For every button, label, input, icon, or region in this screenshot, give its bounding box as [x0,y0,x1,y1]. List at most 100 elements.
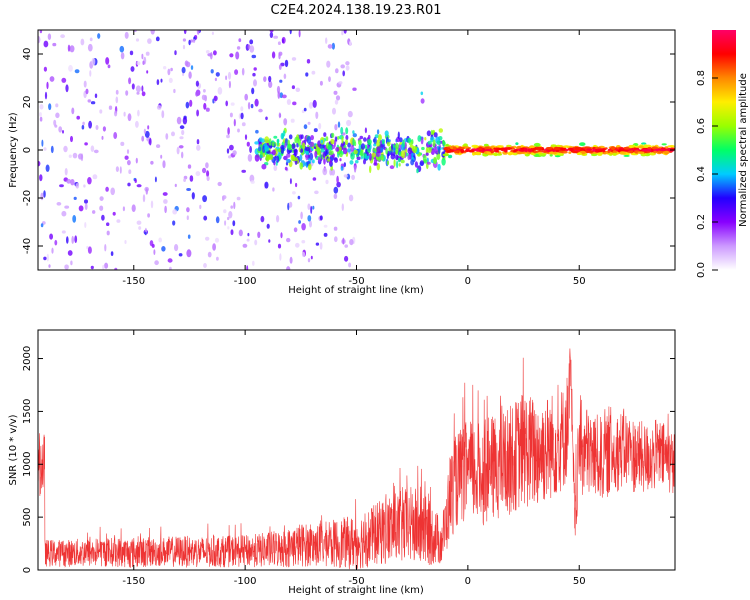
spectrogram-cell [203,263,207,268]
spectrogram-cell [116,219,121,223]
snr-series [38,348,675,570]
spectrogram-cell [252,260,255,266]
spectrogram-cell [52,42,57,47]
snr-y-ticks: 0 500 1000 1500 2000 [22,346,675,573]
spectrogram-cell [115,89,119,95]
spectrogram-cell [43,256,47,261]
spectrogram-cell [289,178,292,185]
spectrogram-cell [106,222,110,226]
spectrogram-cell [493,147,500,151]
spectrogram-cell [591,153,598,157]
spectrogram-cell [367,134,371,140]
spectrogram-cell [334,236,338,243]
x-tick-label: 50 [573,276,586,287]
spectrogram-cell [499,147,504,151]
spectrogram-cell [391,143,393,152]
spectrogram-cell [373,143,377,147]
x-tick-label: -150 [122,276,145,287]
spectrogram-cell [386,160,390,165]
spectrogram-cell [271,141,275,147]
spectrogram-cell [653,150,657,154]
spectrogram-cell [612,152,617,156]
spectrogram-cell [153,249,156,256]
spectrogram-cell [233,118,236,127]
spectrogram-cell [226,134,230,139]
spectrogram-cell [137,109,140,117]
spectrogram-cell [297,138,301,146]
spectrogram-cell [43,147,47,151]
spectrogram-cell [503,147,508,151]
spectrogram-cell [283,118,288,126]
spectrogram-cell [97,33,101,39]
spectrogram-cell [345,61,350,66]
spectrogram-cell [592,148,596,152]
spectrogram-cell [291,143,296,150]
spectrogram-cell [141,91,146,97]
spectrogram-cell [39,116,43,122]
spectrogram-cell [284,142,287,149]
spectrogram-cell [38,35,41,44]
spectrogram-cell [252,72,256,77]
spectrogram-cell [149,138,152,146]
spectrogram-cell [181,151,184,159]
spectrogram-cell [158,237,162,243]
spectrogram-cell [250,180,255,184]
spectrogram-cell [420,91,424,96]
spectrogram-cell [355,160,359,164]
spectrogram-cell [213,95,218,102]
spectrogram-cell [349,239,354,246]
spectrogram-cell [227,216,230,221]
spectrogram-cell [286,99,291,105]
spectrogram-cell [227,71,232,80]
spectrogram-cell [195,171,201,177]
spectrogram-cell [319,215,323,221]
x-tick-label: 0 [465,276,471,287]
spectrogram-cell [210,69,214,74]
spectrogram-cell [246,238,250,242]
colorbar: 0.0 0.2 0.4 0.6 0.8 Normalized spectral ampl… [696,30,749,278]
spectrogram-cell [228,211,233,219]
spectrogram-cell [59,184,64,188]
spectrogram-cell [179,136,184,140]
spectrogram-cell [110,187,115,196]
spectrogram-cell [228,155,232,159]
spectrogram-cell [54,239,58,246]
spectrogram-cell [238,38,242,43]
spectrogram-cell [410,159,415,166]
spectrogram-cell [170,67,173,72]
spectrogram-cell [363,137,367,142]
spectrogram-cell [422,154,427,163]
spectrogram-cell [108,105,113,110]
spectrogram-cell [196,30,200,35]
snr-y-label: SNR (10 * v/v) [8,414,19,485]
spectrogram-cell [161,246,166,252]
spectrogram-cell [328,150,334,156]
spectrogram-cell [363,159,366,165]
x-tick-label: 50 [573,576,586,587]
spectrogram-cell [84,142,88,146]
spectrogram-cell [102,264,105,270]
spectrogram-cell [533,150,537,154]
spectrogram-cell [657,150,663,154]
spectrogram-cell [287,143,292,151]
spectrogram-cell [378,156,381,163]
spectrogram-cell [236,46,241,50]
spectrogram-cell [345,65,350,71]
spectrogram-cell [225,75,228,81]
spectrogram-cell [154,176,157,183]
spectrogram-cell [124,31,129,39]
spectrogram-cell [294,148,298,157]
spectrogram-cell [291,85,295,90]
spectrogram-cell [299,154,303,162]
spectrogram-cell [301,109,305,114]
spectrogram-cell [432,139,436,147]
spectrogram-cell [623,154,630,157]
spectrogram-cell [119,45,125,53]
spectrogram-cell [182,44,186,50]
spectrogram-cell [557,150,564,154]
spectrogram-cell [352,133,357,138]
spectrogram-cell [307,121,311,125]
spectrogram-cell [307,258,311,263]
spectrogram-cell [171,131,175,137]
spectrogram-cell [352,130,355,135]
